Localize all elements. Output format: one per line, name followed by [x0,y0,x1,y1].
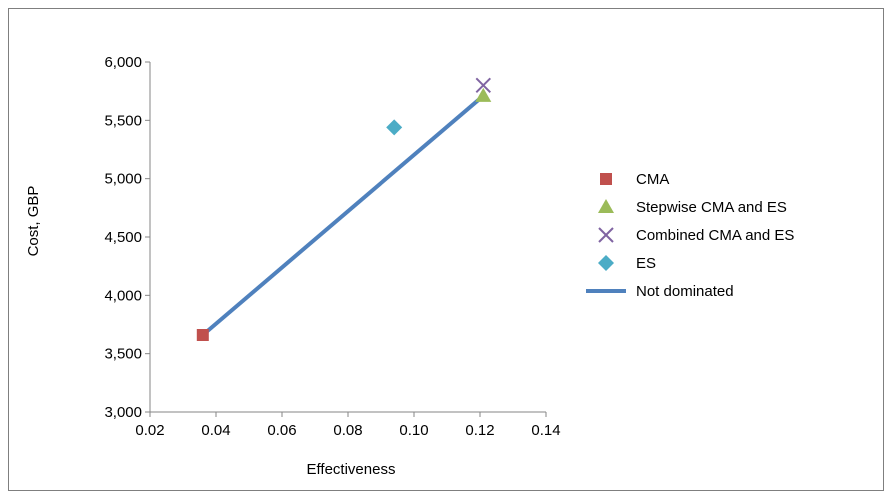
x-tick-label: 0.02 [135,422,164,439]
x-marker-stroke [598,227,614,243]
x-tick-label: 0.14 [531,422,560,439]
series-line-not-dominated [201,94,485,337]
chart-frame: 3,000 3,500 4,000 4,500 5,000 5,500 6,000 0.02 0… [8,8,884,491]
legend-swatch [600,173,612,185]
point-es [386,119,403,136]
y-tick-label: 4,500 [104,229,142,246]
y-tick-label: 3,000 [104,404,142,421]
x-tick-label: 0.12 [465,422,494,439]
legend-swatch [598,255,614,271]
y-tick-label: 3,500 [104,346,142,363]
legend: CMA Stepwise CMA and ES Combined CMA and E… [586,171,794,300]
scatter-chart: 3,000 3,500 4,000 4,500 5,000 5,500 6,000 0.02 0… [25,54,794,478]
y-tick-label: 5,000 [104,171,142,188]
point-cma [196,329,209,341]
x-tick-label: 0.10 [399,422,428,439]
point-stepwise-cma-and-es [475,87,492,102]
x-tick-label: 0.04 [201,422,230,439]
chart-marks [196,77,492,341]
x-tick-label: 0.06 [267,422,296,439]
legend-swatch [598,227,614,243]
legend-swatch [598,199,614,213]
legend-label: ES [636,255,656,272]
y-tick-label: 4,000 [104,287,142,304]
legend-label: Not dominated [636,283,734,300]
y-tick-label: 6,000 [104,54,142,71]
legend-label: CMA [636,171,669,188]
legend-label: Combined CMA and ES [636,227,794,244]
y-axis-title: Cost, GBP [25,186,42,257]
axes: 3,000 3,500 4,000 4,500 5,000 5,500 6,000 0.02 0… [104,54,560,439]
point-combined-cma-and-es [475,77,492,94]
legend-label: Stepwise CMA and ES [636,199,787,216]
y-tick-label: 5,500 [104,112,142,129]
x-tick-label: 0.08 [333,422,362,439]
x-marker-stroke [475,77,492,94]
x-axis-title: Effectiveness [307,461,396,478]
